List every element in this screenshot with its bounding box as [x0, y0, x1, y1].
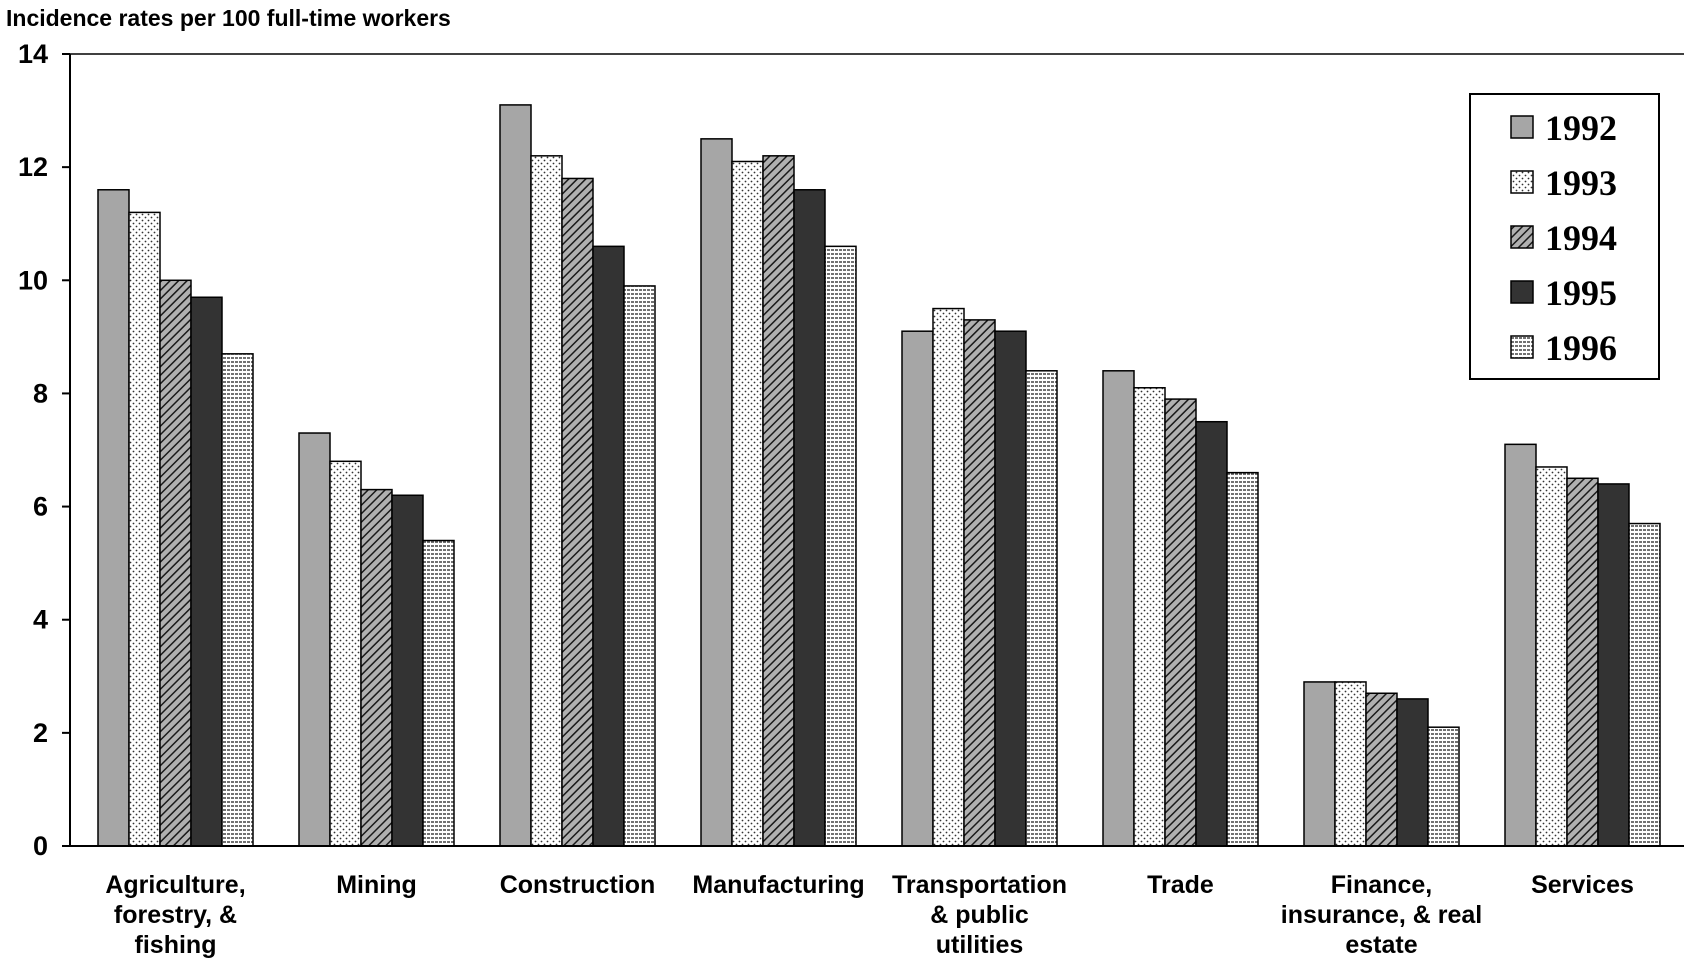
bar-1992: [97, 189, 130, 847]
x-category-label: Construction: [500, 871, 656, 899]
bar-1995: [994, 330, 1027, 847]
bar-1994: [1164, 398, 1197, 847]
legend-swatch-1996: [1510, 335, 1534, 359]
bar-1995: [1396, 698, 1429, 847]
legend: 1992 1993 1994 1995 1996: [1469, 93, 1660, 380]
bar-1996: [422, 539, 455, 847]
bar-1996: [1025, 370, 1058, 847]
bar-1995: [1597, 483, 1630, 847]
x-category-label: Manufacturing: [692, 871, 864, 899]
y-tick-label: 2: [33, 718, 48, 748]
legend-swatch-1993: [1510, 170, 1534, 194]
bar-1994: [1566, 477, 1599, 847]
legend-label-1992: 1992: [1545, 108, 1617, 148]
bar-1993: [932, 307, 965, 847]
bar-1994: [159, 279, 192, 847]
bar-1995: [190, 296, 223, 847]
bar-1992: [700, 138, 733, 847]
y-tick-label: 8: [33, 378, 48, 408]
bar-1992: [298, 432, 331, 847]
legend-swatch-1995: [1510, 280, 1534, 304]
x-category-label: Finance, insurance, & real estate: [1281, 871, 1482, 959]
legend-label-1996: 1996: [1545, 328, 1617, 368]
x-category-label: Agriculture, forestry, & fishing: [105, 871, 245, 959]
bar-1995: [1195, 420, 1228, 847]
y-tick-label: 6: [33, 492, 48, 522]
bar-1995: [592, 245, 625, 847]
y-tick-label: 14: [18, 39, 48, 69]
bar-1996: [1427, 726, 1460, 847]
x-category-label: Mining: [336, 871, 417, 899]
bar-1993: [731, 160, 764, 847]
bar-1996: [221, 353, 254, 847]
legend-label-1993: 1993: [1545, 163, 1617, 203]
legend-label-1994: 1994: [1545, 218, 1617, 258]
bar-1995: [391, 494, 424, 847]
bar-1994: [360, 488, 393, 847]
y-axis-label: Incidence rates per 100 full-time worker…: [6, 5, 451, 31]
bar-1993: [1334, 681, 1367, 847]
legend-label-1995: 1995: [1545, 273, 1617, 313]
bar-1992: [1102, 370, 1135, 847]
bar-1994: [561, 177, 594, 847]
x-category-label: Trade: [1147, 871, 1214, 899]
bar-1996: [1226, 471, 1259, 847]
bar-1993: [329, 460, 362, 847]
bar-1992: [901, 330, 934, 847]
bar-1992: [1504, 443, 1537, 847]
x-category-label: Services: [1531, 871, 1634, 899]
bar-1993: [530, 155, 563, 847]
legend-swatch-1992: [1510, 115, 1534, 139]
legend-box: [1469, 93, 1660, 380]
bar-1996: [623, 285, 656, 847]
y-tick-label: 0: [33, 831, 48, 861]
y-tick-label: 4: [33, 605, 48, 635]
x-category-label: Transportation & public utilities: [892, 871, 1067, 959]
bar-1996: [824, 245, 857, 847]
bar-1995: [793, 189, 826, 847]
bar-1992: [1303, 681, 1336, 847]
y-tick-label: 12: [18, 152, 48, 182]
bar-1996: [1628, 522, 1661, 847]
bar-1994: [1365, 692, 1398, 847]
bar-1994: [963, 319, 996, 847]
bar-1993: [1535, 466, 1568, 847]
bar-1993: [1133, 387, 1166, 847]
bar-series-group: [97, 104, 1661, 847]
x-axis: Agriculture, forestry, & fishing Mining Cons…: [70, 845, 1684, 959]
legend-swatch-1994: [1510, 225, 1534, 249]
bar-1992: [499, 104, 532, 847]
y-tick-label: 10: [18, 265, 48, 295]
bar-1994: [762, 155, 795, 847]
bar-1993: [128, 211, 161, 847]
y-axis: 0 2 4 6 8 10 12 14: [18, 39, 1684, 861]
